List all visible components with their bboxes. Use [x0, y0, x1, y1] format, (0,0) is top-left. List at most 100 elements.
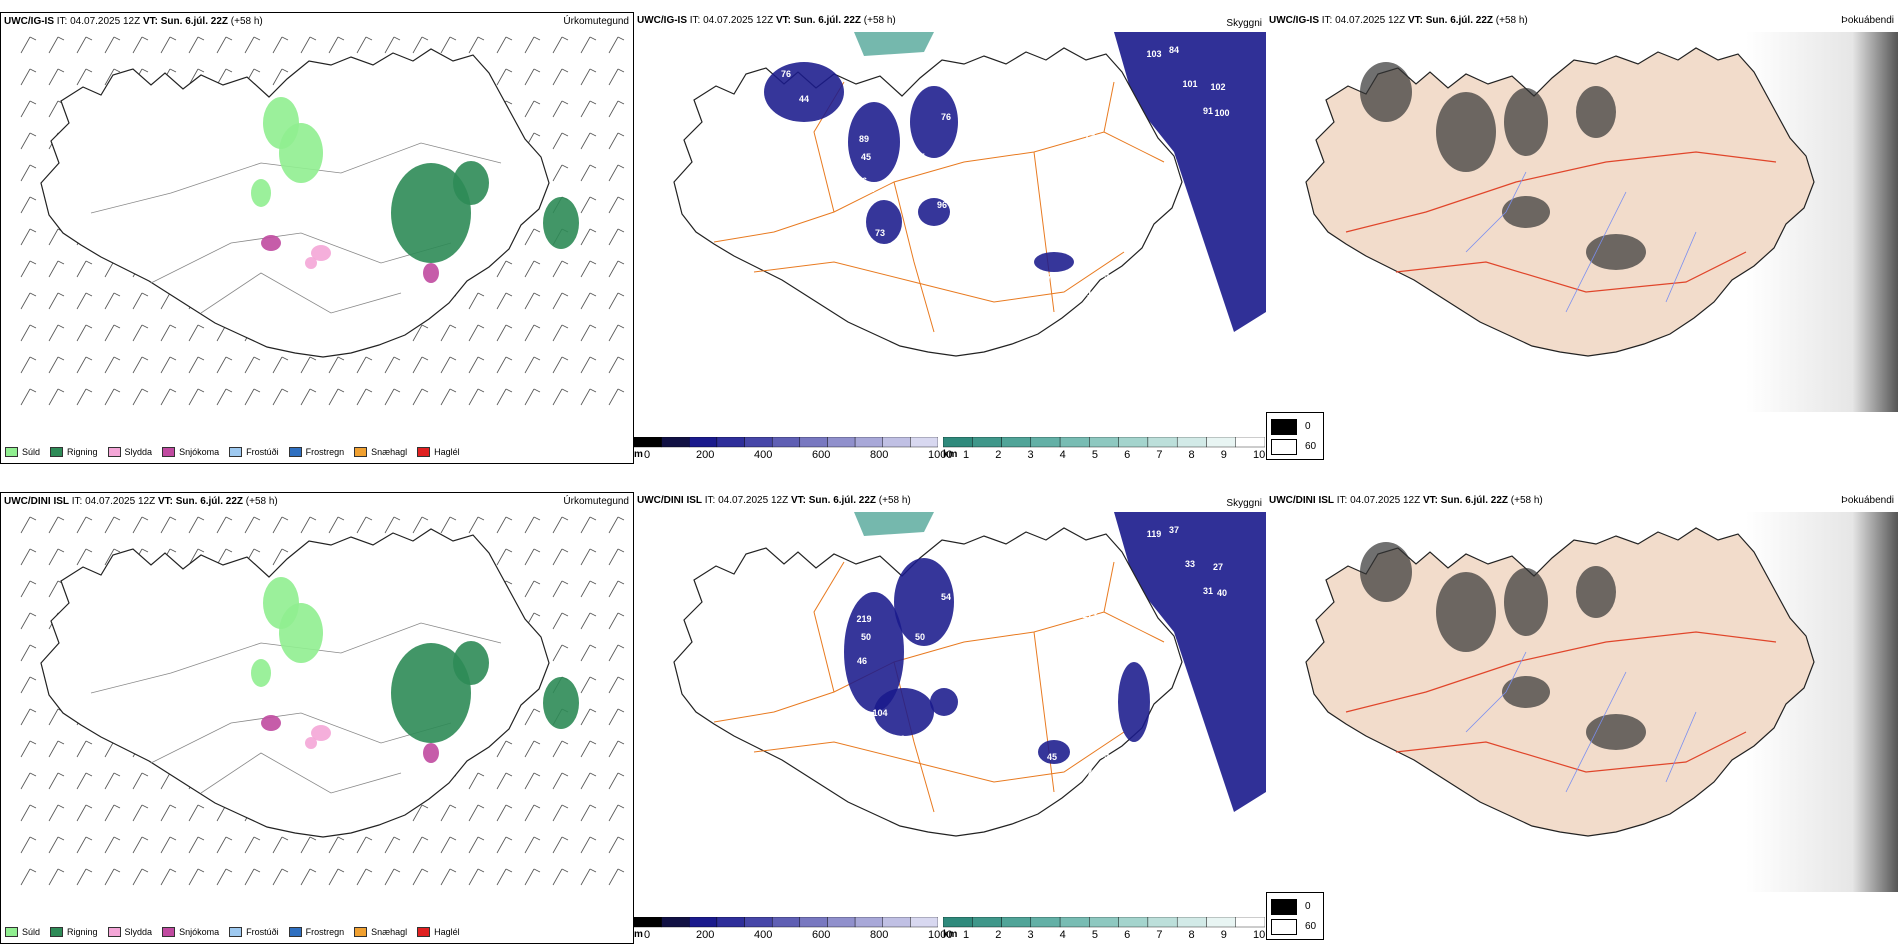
wind-barb	[468, 388, 485, 406]
colorbar-bin	[744, 916, 773, 928]
wind-barb	[20, 580, 37, 598]
low-ceiling-area	[1038, 740, 1070, 764]
wind-barb	[552, 292, 569, 310]
wind-barb	[580, 164, 597, 182]
legend-item: Haglél	[417, 447, 460, 457]
wind-barb	[76, 772, 93, 790]
wind-barb	[160, 356, 177, 374]
ceiling-label: 58	[1049, 222, 1059, 232]
panel-title: Úrkomutegund	[563, 496, 629, 507]
wind-barb	[608, 324, 625, 342]
legend-label: Snjókoma	[179, 447, 220, 457]
colorbar-tick: 8	[1188, 449, 1195, 461]
visibility-colorbar-bar	[942, 436, 1266, 448]
iceland-outline	[1305, 527, 1815, 837]
ceiling-label: 104	[872, 708, 887, 718]
fog-legend-row2: 0 60	[1266, 892, 1324, 940]
low-ceiling-sea	[1114, 512, 1266, 812]
wind-barb	[20, 740, 37, 758]
colorbar-tick: 4	[1059, 929, 1066, 941]
wind-barb	[104, 292, 121, 310]
road-line	[1395, 731, 1747, 773]
visibility-colorbar-row2: km 1 2 3 4 5 6 7 8 9 10	[942, 916, 1265, 943]
ceiling-label: 54	[941, 592, 951, 602]
wind-barb	[132, 772, 149, 790]
colorbar-bin	[771, 916, 801, 928]
wind-barb	[440, 836, 457, 854]
wind-barb	[300, 836, 317, 854]
wind-barb	[216, 388, 233, 406]
wind-barb	[160, 36, 177, 54]
fog-indicator-area	[1502, 676, 1550, 708]
colorbar-tick: 2	[995, 449, 1002, 461]
wind-barb	[580, 836, 597, 854]
fog-indicator-area	[1586, 234, 1646, 270]
colorbar-bin	[1030, 916, 1061, 928]
road-line	[1033, 151, 1055, 313]
fog-indicator-area	[1504, 88, 1548, 156]
colorbar-tick: 5	[1091, 929, 1098, 941]
wind-barb	[580, 708, 597, 726]
colorbar-tick: 9	[1220, 449, 1227, 461]
wind-barb	[580, 804, 597, 822]
colorbar-tick: 3	[1027, 449, 1034, 461]
fog-indicator-area	[1576, 86, 1616, 138]
wind-barb	[524, 68, 541, 86]
legend-swatch	[5, 447, 18, 457]
precip-panel-row2: UWC/DINI ISL IT: 04.07.2025 12Z VT: Sun.…	[0, 492, 634, 944]
precip-area	[251, 659, 271, 687]
ceiling-label: 70	[789, 138, 799, 148]
wind-barb	[580, 228, 597, 246]
colorbar-bin	[1147, 436, 1178, 448]
legend-item: Slydda	[107, 927, 152, 937]
wind-barb	[580, 356, 597, 374]
wind-barb	[272, 548, 289, 566]
wind-barb	[608, 68, 625, 86]
river-line	[1665, 711, 1697, 783]
wind-barb	[48, 836, 65, 854]
wind-barb	[104, 68, 121, 86]
wind-barb	[20, 868, 37, 886]
ceiling-label: 31	[1203, 586, 1213, 596]
colorbar-bin	[972, 436, 1002, 448]
fog-indicator-area	[1360, 62, 1412, 122]
legend-label: Snæhagl	[371, 927, 408, 937]
precip-area	[453, 641, 489, 685]
wind-barb	[524, 324, 541, 342]
low-ceiling-area	[866, 200, 902, 244]
legend-swatch	[5, 927, 18, 937]
wind-barb	[440, 324, 457, 342]
fog-legend-high-swatch	[1271, 919, 1297, 935]
wind-barb	[76, 836, 93, 854]
wind-barb	[552, 132, 569, 150]
wind-barb	[552, 772, 569, 790]
wind-barb	[496, 516, 513, 534]
ceiling-label: 219	[856, 614, 871, 624]
fog-panel-row2: UWC/DINI ISL IT: 04.07.2025 12Z VT: Sun.…	[1266, 492, 1900, 944]
wind-barb	[20, 356, 37, 374]
wind-barb	[244, 356, 261, 374]
wind-barb	[524, 260, 541, 278]
ceiling-label: 47	[943, 254, 953, 264]
wind-barb	[496, 388, 513, 406]
ceiling-label: 56	[857, 176, 867, 186]
visibility-panel-row1: UWC/IG-IS IT: 04.07.2025 12Z VT: Sun. 6.…	[634, 12, 1266, 464]
colorbar-bin	[1089, 916, 1119, 928]
wind-barb	[48, 804, 65, 822]
colorbar-tick: 4	[1059, 449, 1066, 461]
wind-barb	[496, 356, 513, 374]
wind-barb	[552, 100, 569, 118]
wind-barb	[496, 548, 513, 566]
wind-barb	[244, 868, 261, 886]
precip-area	[279, 123, 323, 183]
ceiling-colorbar-row2: m 0 200 400 600 800 1000	[633, 916, 952, 943]
precip-area	[261, 715, 281, 731]
wind-barb	[188, 388, 205, 406]
ceiling-label: 27	[1213, 562, 1223, 572]
wind-barb	[552, 612, 569, 630]
wind-barb	[20, 36, 37, 54]
colorbar-tick: 10	[1253, 449, 1266, 461]
wind-barb	[384, 388, 401, 406]
wind-barb	[132, 516, 149, 534]
ceiling-label: 45	[861, 152, 871, 162]
